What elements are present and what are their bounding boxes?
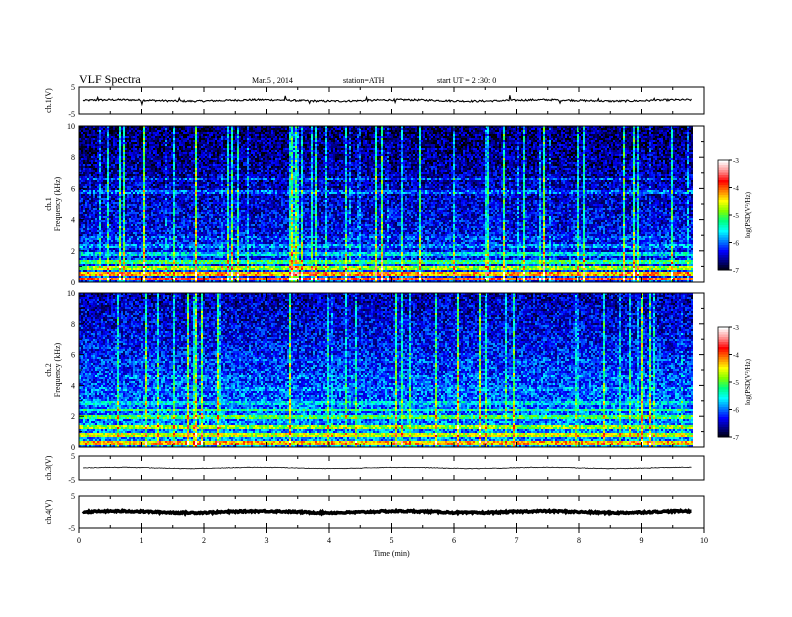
spectrogram-cells xyxy=(79,126,693,282)
y-tick-label: -5 xyxy=(68,476,75,485)
time-tick-label: 9 xyxy=(640,536,644,545)
colorbar-tick-label: -5 xyxy=(733,379,739,387)
y-tick-label: 4 xyxy=(71,216,75,225)
colorbar-tick-label: -4 xyxy=(733,352,739,360)
waveform-line xyxy=(83,510,692,513)
time-axis: 0 1 2 3 4 5 6 7 8 9 10 Time (min) xyxy=(77,528,708,558)
time-axis-label: Time (min) xyxy=(373,549,410,558)
frequency-axis-label: Frequency (kHz) xyxy=(53,342,62,397)
channel-label: ch.1(V) xyxy=(44,88,53,113)
channel-label: ch.3(V) xyxy=(44,455,53,480)
y-tick-label: 0 xyxy=(71,278,75,287)
time-tick-label: 3 xyxy=(265,536,269,545)
spectrogram-cells xyxy=(79,293,693,447)
time-tick-label: 8 xyxy=(577,536,581,545)
time-tick-label: 5 xyxy=(390,536,394,545)
start-time-label: start UT = 2 :30: 0 xyxy=(437,76,496,85)
panel-ch1-waveform: 5 -5 ch.1(V) xyxy=(44,83,704,119)
colorbar-tick-label: -4 xyxy=(733,185,739,193)
y-tick-label: 2 xyxy=(71,412,75,421)
time-tick-label: 7 xyxy=(515,536,519,545)
channel-label: ch.2 xyxy=(44,363,53,377)
time-tick-label: 10 xyxy=(700,536,708,545)
y-tick-label: 0 xyxy=(71,443,75,452)
time-tick-label: 4 xyxy=(327,536,331,545)
station-label: station=ATH xyxy=(343,76,385,85)
colorbar-tick-label: -7 xyxy=(733,434,739,442)
colorbar-label: log(PSD(V²/Hz) xyxy=(744,191,752,238)
colorbar-tick-label: -5 xyxy=(733,212,739,220)
date-label: Mar.5 , 2014 xyxy=(252,76,293,85)
colorbar: -3 -4 -5 -6 -7 log(PSD(V²/Hz) xyxy=(718,324,752,442)
y-tick-label: -5 xyxy=(68,110,75,119)
y-tick-label: 5 xyxy=(71,452,75,461)
y-tick-label: 10 xyxy=(67,289,75,298)
colorbar-label: log(PSD(V²/Hz) xyxy=(744,358,752,405)
y-tick-label: 10 xyxy=(67,122,75,131)
panel-ch3-waveform: 5 -5 ch.3(V) xyxy=(44,452,704,485)
colorbar: -3 -4 -5 -6 -7 log(PSD(V²/Hz) xyxy=(718,157,752,275)
figure-title: VLF Spectra xyxy=(79,72,141,86)
y-tick-label: 6 xyxy=(71,184,75,193)
channel-label: ch.4(V) xyxy=(44,499,53,524)
y-tick-label: 8 xyxy=(71,320,75,329)
y-tick-label: 5 xyxy=(71,492,75,501)
y-tick-label: 6 xyxy=(71,351,75,360)
y-tick-label: 4 xyxy=(71,381,75,390)
y-tick-label: -5 xyxy=(68,524,75,533)
colorbar-tick-label: -3 xyxy=(733,157,739,165)
panel-ch4-waveform: 5 -5 ch.4(V) xyxy=(44,492,704,533)
colorbar-tick-label: -7 xyxy=(733,267,739,275)
time-tick-label: 6 xyxy=(452,536,456,545)
colorbar-tick-label: -3 xyxy=(733,324,739,332)
y-tick-label: 8 xyxy=(71,153,75,162)
time-tick-label: 2 xyxy=(202,536,206,545)
y-tick-label: 5 xyxy=(71,83,75,92)
channel-label: ch.1 xyxy=(44,197,53,211)
time-tick-label: 0 xyxy=(77,536,81,545)
time-tick-label: 1 xyxy=(140,536,144,545)
frequency-axis-label: Frequency (kHz) xyxy=(53,176,62,231)
colorbar-tick-label: -6 xyxy=(733,407,739,415)
colorbar-tick-label: -6 xyxy=(733,240,739,248)
y-tick-label: 2 xyxy=(71,247,75,256)
